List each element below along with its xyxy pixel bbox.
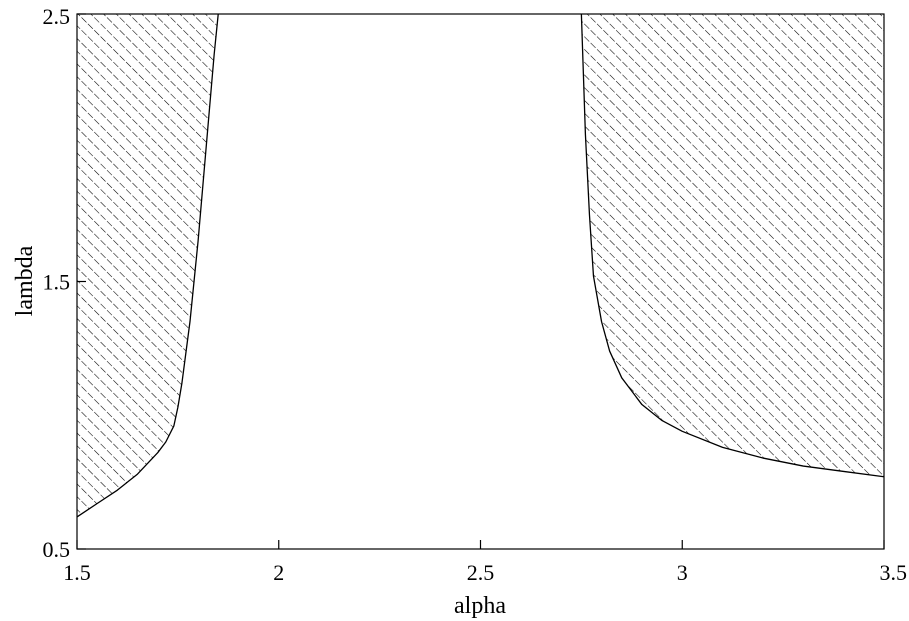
y-axis-label: lambda bbox=[12, 245, 38, 316]
axis-ticks: 1.5 2 2.5 3 3.50.51.52.5 bbox=[43, 4, 908, 585]
y-tick-label: 1.5 bbox=[43, 270, 71, 295]
x-tick-label: 3 bbox=[677, 560, 688, 585]
x-tick-label: 2 bbox=[273, 560, 284, 585]
hatched-region-left bbox=[77, 14, 219, 517]
x-tick-label: 3.5 bbox=[880, 560, 908, 585]
x-tick-label: 2.5 bbox=[467, 560, 495, 585]
hatched-region-right bbox=[581, 14, 884, 477]
boundary-curve-left bbox=[77, 14, 219, 518]
y-tick-label: 2.5 bbox=[43, 4, 71, 29]
x-axis-label: alpha bbox=[454, 593, 506, 619]
x-tick-label: 1.5 bbox=[63, 560, 91, 585]
boundary-curve-right bbox=[580, 14, 884, 478]
y-tick-label: 0.5 bbox=[43, 537, 71, 562]
boundary-curves bbox=[77, 14, 884, 518]
hatched-regions bbox=[77, 14, 884, 517]
